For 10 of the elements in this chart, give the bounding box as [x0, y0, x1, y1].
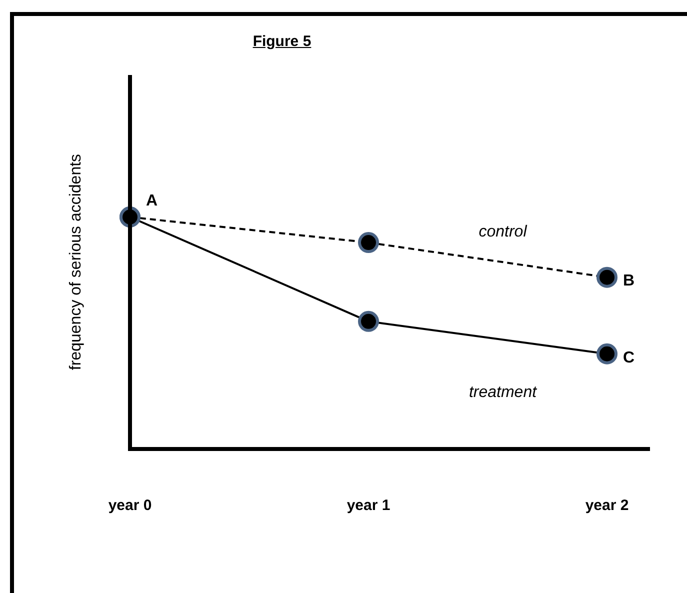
x-tick-label: year 1	[346, 497, 390, 514]
annotation: B	[623, 272, 635, 290]
series-label: control	[478, 223, 528, 240]
x-tick-label: year 2	[585, 497, 629, 514]
annotation: C	[623, 349, 635, 366]
annotation: A	[146, 192, 158, 210]
text: treatment	[468, 384, 538, 402]
y-axis-title: frequency of serious accidents	[67, 154, 84, 370]
chart-title: Figure 5	[252, 33, 312, 50]
x-tick-label: year 0	[108, 497, 152, 514]
